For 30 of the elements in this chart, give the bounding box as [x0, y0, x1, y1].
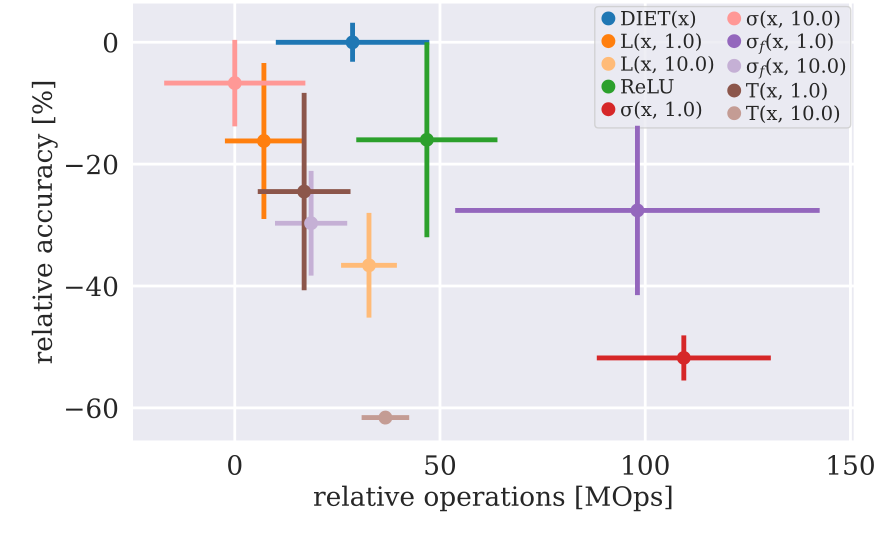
legend-label: T(x, 10.0)	[746, 105, 840, 124]
legend-label: σ$_{f}$(x, 1.0)	[746, 33, 833, 54]
legend-label: ReLU	[621, 79, 674, 94]
x-tick-label: 0	[228, 455, 242, 475]
legend-label: L(x, 10.0)	[621, 56, 714, 74]
point	[228, 76, 242, 90]
point	[304, 216, 318, 230]
point	[676, 350, 691, 365]
y-tick-label: −60	[66, 398, 118, 418]
point	[346, 35, 360, 50]
x-tick-label: 150	[828, 455, 874, 475]
legend-label: σ(x, 1.0)	[621, 101, 702, 120]
point	[362, 258, 376, 272]
legend-label: σ$_{f}$(x, 10.0)	[746, 58, 846, 78]
legend-label: L(x, 1.0)	[621, 33, 701, 51]
y-tick-label: −20	[66, 154, 118, 175]
legend-label: DIET(x)	[621, 10, 696, 28]
point	[297, 184, 312, 199]
x-tick-label: 50	[425, 455, 456, 475]
y-tick-label: −40	[66, 276, 118, 296]
x-axis-title: relative operations [MOps]	[314, 486, 672, 512]
point	[378, 410, 392, 425]
legend-label: σ(x, 10.0)	[746, 10, 840, 28]
point	[256, 134, 271, 148]
x-tick-label: 100	[623, 455, 669, 475]
point	[420, 132, 434, 147]
y-axis-title: relative accuracy [%]	[32, 82, 58, 364]
legend-label: T(x, 1.0)	[746, 82, 827, 100]
point	[630, 204, 644, 218]
y-tick-label: 0	[104, 32, 118, 53]
